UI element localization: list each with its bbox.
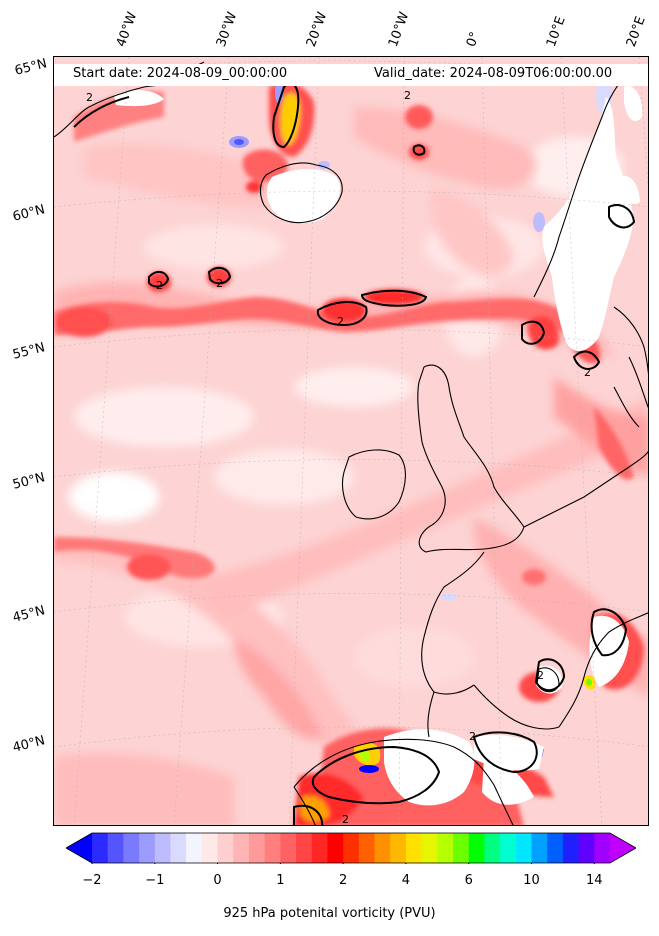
colorbar-ticks [91,863,595,864]
map-plot-area: 2 2 2 2 2 2 2 2 2 [53,56,649,826]
colorbar-cell [531,833,548,863]
colorbar-tick-label: 10 [523,873,540,888]
colorbar-cell [123,833,140,863]
colorbar-tick-label: 2 [339,873,348,888]
colorbar-cell [594,833,611,863]
colorbar-cell [343,833,360,863]
lat-tick-60n: 60°N [11,202,47,225]
colorbar-cell [248,833,266,863]
contour-label: 2 [404,89,411,102]
contour-label: 2 [584,366,591,379]
colorbar-cell [92,833,109,863]
colorbar-cell [170,833,187,863]
start-date-label: Start date: 2024-08-09_00:00:00 [73,66,288,81]
colorbar-cell [154,833,171,863]
colorbar-cell [578,833,595,863]
contour-label: 2 [86,91,93,104]
contour-label: 2 [342,813,349,826]
colorbar-cell [390,833,407,863]
colorbar-cell [500,833,517,863]
colorbar-cell [374,833,391,863]
lat-tick-45n: 45°N [11,603,47,626]
contour-label: 2 [337,315,344,328]
colorbar-cells [66,832,636,864]
colorbar-cell [468,833,485,863]
colorbar-cell [264,833,281,863]
colorbar-tick-label: 6 [464,873,473,888]
colorbar-cell [139,833,156,863]
valid-date-label: Valid_date: 2024-08-09T06:00:00.00 [374,66,613,81]
coastlines [54,61,648,825]
lon-tick-30w: 30°W [213,10,241,49]
colorbar-cell [405,833,423,863]
colorbar-tick-label: 1 [276,873,285,888]
contour-label: 2 [537,669,544,682]
lon-tick-0: 0° [463,29,484,49]
colorbar-cell [107,833,124,863]
colorbar-cell [311,833,328,863]
header-strip [54,64,648,86]
colorbar [66,832,636,864]
colorbar-tick-label: 0 [213,873,222,888]
lat-tick-50n: 50°N [11,470,47,493]
lon-tick-10w: 10°W [385,10,413,49]
colorbar-cell [562,833,580,863]
colorbar-cell [327,833,344,863]
colorbar-cell [186,833,203,863]
pv2-contours [73,82,636,825]
colorbar-extend-high [610,833,636,863]
europe-coast [421,451,648,730]
colorbar-cell [201,833,218,863]
lat-tick-40n: 40°N [11,733,47,756]
colorbar-tick-label: 14 [586,873,603,888]
lon-tick-40w: 40°W [113,10,141,49]
colorbar-tick-label: 4 [401,873,411,888]
lon-tick-20e: 20°E [623,14,649,50]
colorbar-cell [280,833,297,863]
colorbar-cell [453,833,470,863]
france-coast [427,691,435,738]
contour-label: 2 [216,277,223,290]
colorbar-cell [547,833,564,863]
lat-tick-55n: 55°N [11,340,47,363]
italy-coast [558,612,648,728]
contour-labels: 2 2 2 2 2 2 2 2 2 [86,89,591,826]
contour-label: 2 [156,279,163,292]
baltic-coast [613,356,648,428]
colorbar-extend-low [66,833,92,863]
lon-tick-10e: 10°E [543,14,569,50]
lon-tick-20w: 20°W [303,10,331,49]
colorbar-cell [217,833,234,863]
scandinavia-coast [533,71,648,374]
colorbar-cell [358,833,375,863]
colorbar-tick-label: −1 [145,873,165,888]
pv-field-map: 2 2 2 2 2 2 2 2 2 [54,57,648,826]
colorbar-cell [484,833,501,863]
iceland-coast [259,162,343,224]
contour-label: 2 [469,730,476,743]
colorbar-cell [296,833,313,863]
iberia-coast [293,738,514,825]
colorbar-tick-label: −2 [82,873,102,888]
colorbar-cell [437,833,454,863]
graticule [54,57,648,825]
ireland-coast [341,449,406,520]
colorbar-cell [233,833,250,863]
colorbar-cell [515,833,532,863]
lat-tick-65n: 65°N [13,56,49,79]
britain-coast [417,364,525,553]
colorbar-cell [421,833,438,863]
colorbar-title: 925 hPa potenital vorticity (PVU) [223,906,436,921]
